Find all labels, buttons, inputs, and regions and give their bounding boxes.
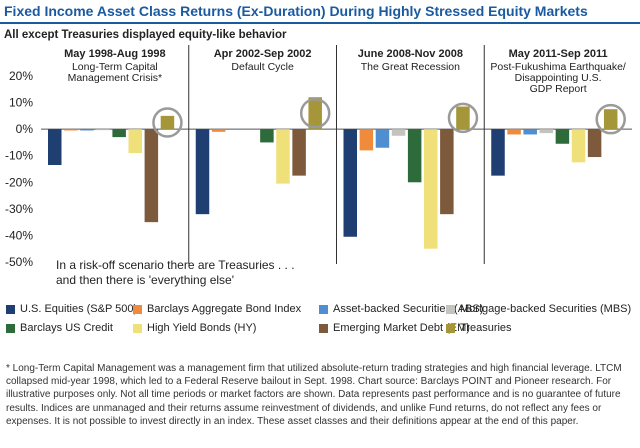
bar-6 [424,129,438,249]
bar-1 [491,129,505,176]
bar-8 [456,106,470,130]
bar-5 [112,129,126,138]
y-tick-label: -20% [5,175,33,189]
y-tick-label: -10% [5,149,33,163]
y-tick-label: 10% [9,96,33,110]
bar-1 [48,129,62,166]
legend-label: Barclays Aggregate Bond Index [147,303,302,315]
y-tick-label: -50% [5,255,33,269]
highlight-circle [595,103,626,135]
bar-2 [507,129,521,135]
bar-3 [375,129,390,148]
chart-title: Fixed Income Asset Class Returns (Ex-Dur… [4,3,588,19]
highlight-circle [447,102,479,134]
y-tick-label: -30% [5,202,33,216]
legend-label: Treasuries [460,322,512,334]
annotation-text: and then there is 'everything else' [56,273,234,287]
period-label: Apr 2002-Sep 2002 [214,48,312,60]
chart-subtitle: All except Treasuries displayed equity-l… [4,29,287,41]
legend-swatch [133,323,142,333]
event-label: Default Cycle [231,61,294,73]
legend-item: Treasuries [446,322,512,334]
legend-label: Barclays US Credit [20,322,113,334]
legend-swatch [446,323,455,333]
event-label: Post-Fukushima Earthquake/ [490,61,625,73]
bar-8 [308,97,322,130]
bar-6 [571,129,586,163]
period-label: May 2011-Sep 2011 [509,48,608,60]
annotation-text: In a risk-off scenario there are Treasur… [56,258,295,272]
bar-4 [391,129,406,136]
event-label: Disappointing U.S. [515,72,602,84]
legend-item: Barclays US Credit [6,322,113,334]
legend-swatch [133,304,142,314]
y-tick-label: -40% [5,228,33,242]
event-label: Management Crisis* [68,72,163,84]
legend-swatch [6,323,15,333]
bar-1 [195,129,210,215]
legend-swatch [319,323,328,333]
highlight-circle [152,107,183,138]
legend-item: Mortgage-backed Securities (MBS) [446,303,631,315]
bar-7 [144,129,159,223]
legend-item: High Yield Bonds (HY) [133,322,256,334]
bar-7 [292,129,306,176]
legend-label: U.S. Equities (S&P 500) [20,303,138,315]
bar-4 [96,129,110,131]
bar-1 [343,129,357,237]
bar-6 [276,129,290,184]
bar-5 [407,129,422,183]
bar-2 [359,129,374,151]
period-label: June 2008-Nov 2008 [358,48,463,60]
bar-8 [603,109,618,130]
event-label: GDP Report [530,83,587,95]
bar-4 [539,129,554,134]
legend-swatch [446,304,455,314]
bar-6 [128,129,142,154]
bar-7 [587,129,602,158]
bar-8 [160,115,175,130]
y-tick-label: 0% [16,122,34,136]
bar-2 [211,129,226,132]
event-label: The Great Recession [361,61,460,73]
bar-3 [523,129,537,135]
legend-label: Emerging Market Debt (EM) [333,322,470,334]
bar-5 [555,129,570,144]
legend-item: Emerging Market Debt (EM) [319,322,470,334]
legend-swatch [6,304,15,314]
event-label: Long-Term Capital [72,61,158,73]
legend-item: Barclays Aggregate Bond Index [133,303,301,315]
legend-item: Asset-backed Securities (ABS) [319,303,483,315]
legend-label: Asset-backed Securities (ABS) [333,303,484,315]
legend-swatch [319,304,328,314]
bar-chart: -50% -40% -30% -20% -10% 0% 10% 20% May 1998-Aug… [5,45,632,287]
highlight-circle [299,97,331,129]
legend-item: U.S. Equities (S&P 500) [6,303,137,315]
bar-5 [260,129,274,143]
bar-3 [80,129,94,131]
footnote: * Long-Term Capital Management was a man… [6,363,622,427]
y-tick-label: 20% [9,69,33,83]
legend-label: Mortgage-backed Securities (MBS) [460,303,632,315]
period-label: May 1998-Aug 1998 [64,48,166,60]
title-divider [0,22,640,24]
legend-label: High Yield Bonds (HY) [147,322,257,334]
bar-2 [64,129,78,131]
bar-7 [440,129,454,215]
